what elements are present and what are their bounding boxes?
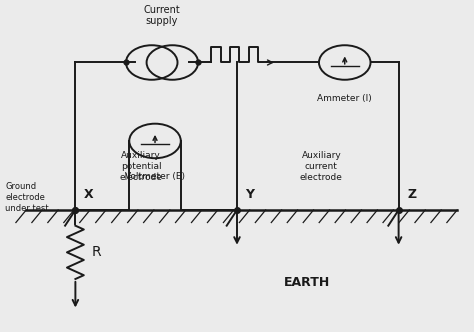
Text: Auxiliary
potential
electrode: Auxiliary potential electrode (119, 150, 163, 182)
Text: Voltmeter (E): Voltmeter (E) (125, 172, 185, 181)
Text: Z: Z (407, 188, 416, 201)
Text: Ammeter (I): Ammeter (I) (318, 94, 372, 103)
Text: EARTH: EARTH (284, 276, 330, 289)
Circle shape (319, 45, 371, 80)
Circle shape (129, 124, 181, 158)
Text: R: R (92, 245, 101, 259)
Text: X: X (84, 188, 93, 201)
Text: Auxiliary
current
electrode: Auxiliary current electrode (300, 150, 343, 182)
Text: Ground
electrode
under test: Ground electrode under test (5, 182, 49, 213)
Text: Y: Y (246, 188, 255, 201)
Text: Current
supply: Current supply (144, 5, 181, 27)
